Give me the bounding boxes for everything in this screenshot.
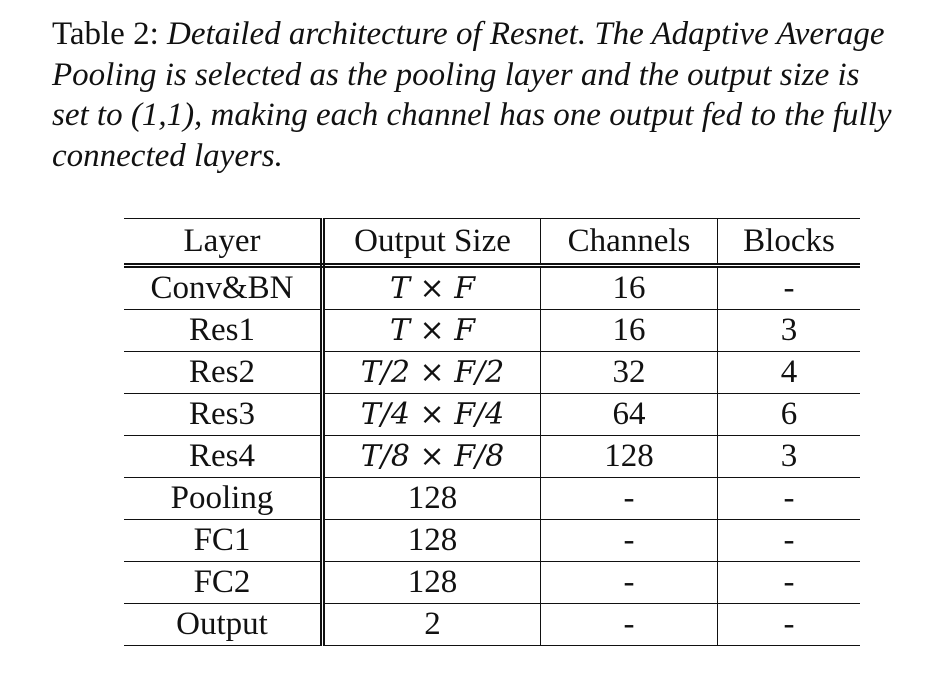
cell-layer: Res4	[124, 435, 325, 478]
cell-channels: -	[540, 603, 718, 646]
cell-layer: Pooling	[124, 477, 325, 520]
caption-line-1: Table 2: Detailed architecture of Resnet…	[52, 14, 925, 55]
cell-blocks: -	[717, 477, 860, 520]
header-layer: Layer	[124, 218, 325, 268]
cell-channels: -	[540, 519, 718, 562]
caption-line-4: connected layers.	[52, 137, 283, 174]
table-row: FC2 128 - -	[124, 561, 860, 604]
cell-output-size: 2	[322, 603, 541, 646]
cell-blocks: 3	[717, 309, 860, 352]
cell-blocks: -	[717, 519, 860, 562]
cell-output-size: T/8 × F/8	[322, 435, 541, 478]
cell-output-size: T/4 × F/4	[322, 393, 541, 436]
cell-output-size: 128	[322, 519, 541, 562]
table-header-row: Layer Output Size Channels Blocks	[124, 218, 860, 268]
cell-layer: FC2	[124, 561, 325, 604]
cell-channels: 16	[540, 309, 718, 352]
table-row: Res1 T × F 16 3	[124, 309, 860, 352]
header-blocks: Blocks	[717, 218, 860, 268]
table-row: FC1 128 - -	[124, 519, 860, 562]
table-row: Output 2 - -	[124, 603, 860, 646]
cell-blocks: -	[717, 603, 860, 646]
cell-output-size: T/2 × F/2	[322, 351, 541, 394]
cell-channels: 128	[540, 435, 718, 478]
cell-layer: Res2	[124, 351, 325, 394]
cell-channels: 64	[540, 393, 718, 436]
cell-layer: Res3	[124, 393, 325, 436]
cell-blocks: 3	[717, 435, 860, 478]
cell-output-size: T × F	[322, 309, 541, 352]
table-row: Res2 T/2 × F/2 32 4	[124, 351, 860, 394]
cell-output-size: T × F	[322, 265, 541, 310]
cell-blocks: 4	[717, 351, 860, 394]
cell-channels: 16	[540, 265, 718, 310]
architecture-table: Layer Output Size Channels Blocks Conv&B…	[124, 218, 860, 646]
caption-text-1: Detailed architecture of Resnet. The Ada…	[166, 16, 885, 52]
cell-layer: Conv&BN	[124, 265, 325, 310]
header-channels: Channels	[540, 218, 718, 268]
cell-output-size: 128	[322, 477, 541, 520]
cell-channels: -	[540, 561, 718, 604]
caption-label: Table 2:	[52, 16, 159, 52]
table-row: Pooling 128 - -	[124, 477, 860, 520]
cell-layer: Res1	[124, 309, 325, 352]
caption-line-2: Pooling is selected as the pooling layer…	[52, 56, 860, 93]
table-caption: Table 2: Detailed architecture of Resnet…	[52, 14, 925, 176]
cell-channels: -	[540, 477, 718, 520]
table-row: Res3 T/4 × F/4 64 6	[124, 393, 860, 436]
cell-layer: Output	[124, 603, 325, 646]
header-output-size: Output Size	[322, 218, 541, 268]
cell-blocks: -	[717, 561, 860, 604]
cell-layer: FC1	[124, 519, 325, 562]
caption-line-3: set to (1,1), making each channel has on…	[52, 97, 892, 133]
cell-blocks: 6	[717, 393, 860, 436]
table-row: Conv&BN T × F 16 -	[124, 265, 860, 310]
table-row: Res4 T/8 × F/8 128 3	[124, 435, 860, 478]
cell-output-size: 128	[322, 561, 541, 604]
cell-blocks: -	[717, 265, 860, 310]
cell-channels: 32	[540, 351, 718, 394]
